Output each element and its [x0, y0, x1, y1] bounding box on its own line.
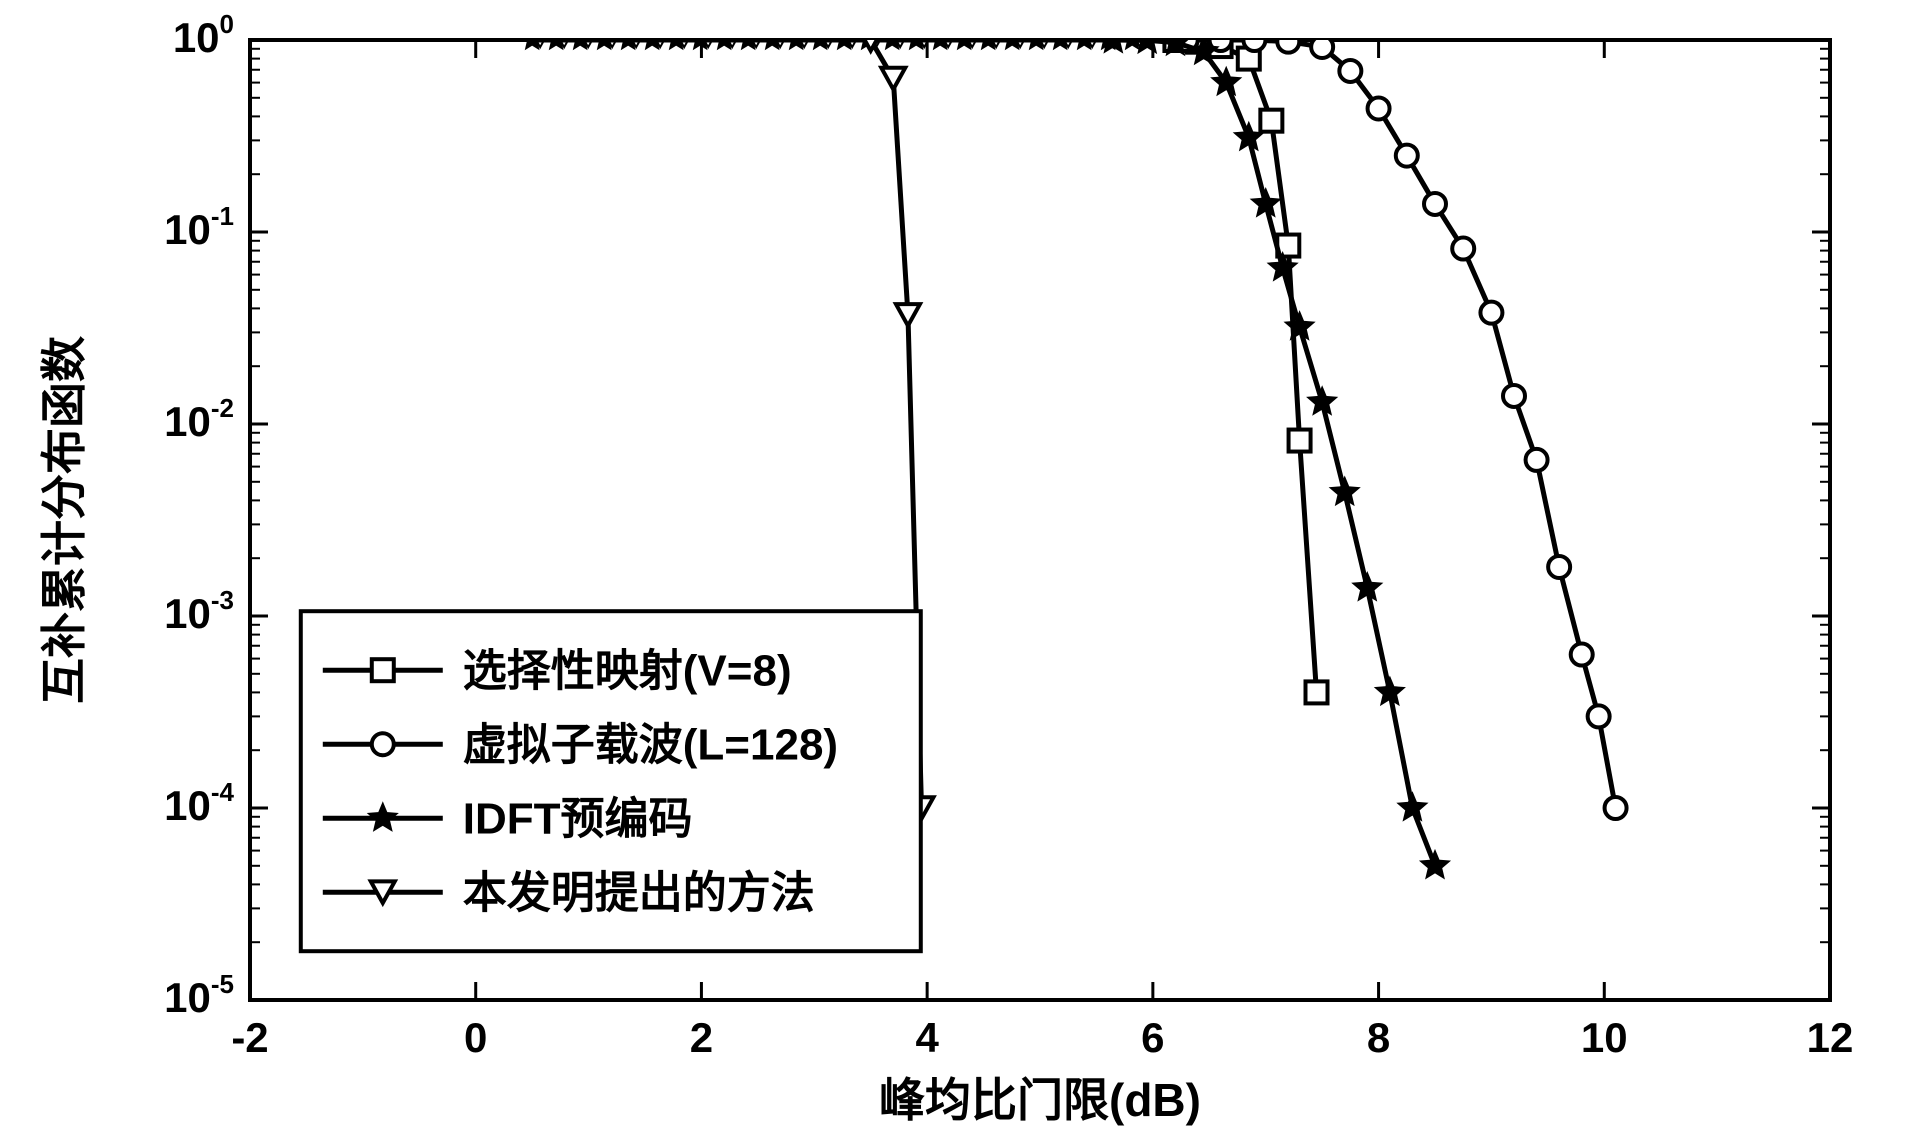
- x-tick-label: 0: [464, 1014, 487, 1061]
- x-tick-label: 12: [1807, 1014, 1854, 1061]
- x-axis-label: 峰均比门限(dB): [879, 1074, 1201, 1126]
- legend-label-slm: 选择性映射(V=8): [463, 647, 792, 696]
- ccdf-chart: -2024681012峰均比门限(dB)10-510-410-310-210-1…: [0, 0, 1909, 1131]
- x-tick-label: 4: [915, 1014, 939, 1061]
- x-tick-label: 6: [1141, 1014, 1164, 1061]
- x-tick-label: 8: [1367, 1014, 1390, 1061]
- chart-container: -2024681012峰均比门限(dB)10-510-410-310-210-1…: [0, 0, 1909, 1131]
- legend-label-idft: IDFT预编码: [463, 795, 693, 844]
- x-tick-label: 2: [690, 1014, 713, 1061]
- legend-label-virtual: 虚拟子载波(L=128): [463, 721, 838, 770]
- x-tick-label: -2: [231, 1014, 268, 1061]
- y-axis-label: 互补累计分布函数: [38, 336, 90, 704]
- legend: 选择性映射(V=8) 虚拟子载波(L=128) IDFT预编码本发明提出的方法: [301, 611, 921, 951]
- x-tick-label: 10: [1581, 1014, 1628, 1061]
- legend-label-proposed: 本发明提出的方法: [463, 869, 815, 918]
